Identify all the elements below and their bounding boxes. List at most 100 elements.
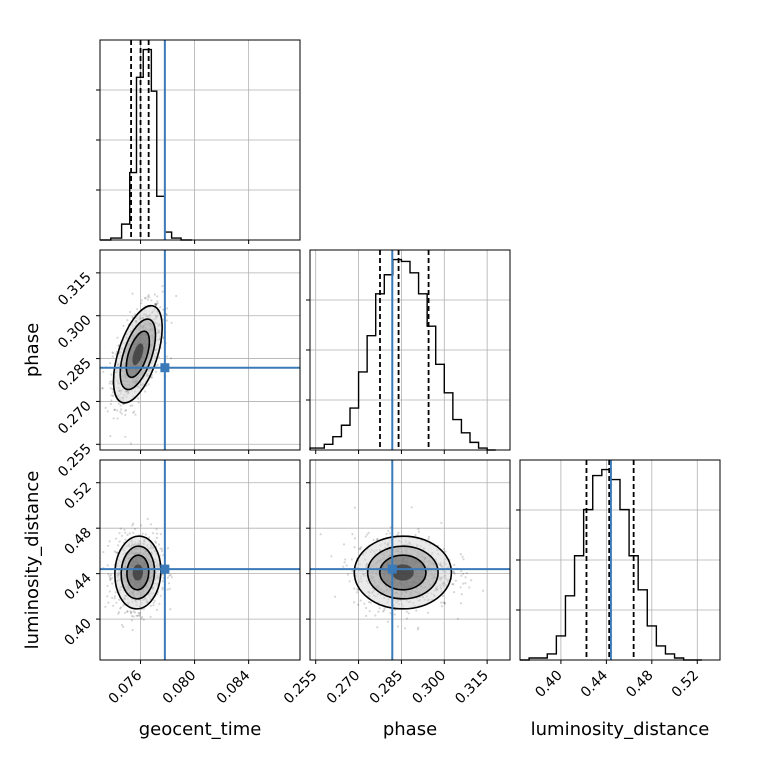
sample-point — [353, 587, 356, 590]
sample-point — [155, 528, 158, 531]
sample-point — [133, 410, 136, 413]
sample-point — [131, 404, 134, 407]
sample-point — [117, 544, 120, 547]
sample-point — [440, 521, 443, 525]
sample-point — [345, 564, 348, 567]
truth-marker — [160, 363, 170, 373]
truth-marker — [160, 564, 170, 574]
y-tick-label: 0.44 — [61, 570, 94, 603]
sample-point — [468, 586, 471, 589]
sample-point — [108, 382, 111, 385]
sample-point — [134, 413, 137, 416]
sample-point — [136, 308, 139, 311]
sample-point — [342, 565, 345, 568]
x-tick-label: 0.076 — [106, 667, 146, 707]
sample-point — [149, 523, 153, 526]
sample-point — [165, 319, 168, 322]
sample-point — [110, 576, 114, 580]
sample-point — [166, 576, 169, 579]
sample-point — [112, 352, 115, 355]
sample-point — [123, 528, 126, 531]
sample-point — [443, 602, 446, 605]
sample-point — [386, 620, 390, 623]
sample-point — [405, 610, 408, 613]
x-axis-label-phase: phase — [383, 719, 437, 740]
sample-point — [106, 584, 109, 588]
sample-point — [167, 582, 171, 585]
sample-point — [124, 409, 127, 412]
sample-point — [465, 572, 468, 575]
sample-point — [397, 531, 400, 535]
sample-point — [108, 590, 111, 593]
sample-point — [108, 540, 111, 543]
sample-point — [153, 293, 156, 296]
sample-point — [109, 579, 112, 582]
x-axis-label-luminosity-distance: luminosity_distance — [531, 719, 710, 740]
sample-point — [106, 595, 109, 598]
sample-point — [319, 533, 322, 536]
sample-point — [109, 387, 112, 390]
sample-point — [154, 370, 157, 373]
sample-point — [107, 573, 110, 576]
sample-point — [462, 582, 465, 585]
sample-point — [140, 299, 143, 302]
sample-point — [154, 303, 157, 306]
sample-point — [111, 582, 114, 585]
sample-point — [114, 537, 118, 540]
sample-point — [154, 540, 157, 543]
sample-point — [376, 626, 379, 629]
sample-point — [104, 406, 107, 409]
sample-point — [464, 582, 467, 585]
sample-point — [383, 609, 386, 612]
sample-point — [453, 563, 456, 567]
sample-point — [152, 532, 155, 535]
panel-geocent_time-vs-phase — [99, 249, 301, 451]
sample-point — [111, 355, 114, 358]
sample-point — [121, 623, 124, 627]
sample-point — [101, 387, 104, 390]
sample-point — [356, 588, 359, 591]
sample-point — [142, 607, 145, 611]
y-tick-label: 0.40 — [61, 616, 94, 649]
sample-point — [175, 294, 178, 298]
sample-point — [113, 550, 116, 553]
panel-phase-vs-phase — [306, 249, 511, 451]
sample-point — [120, 534, 124, 538]
sample-point — [140, 617, 143, 620]
sample-point — [376, 537, 379, 541]
sample-point — [410, 506, 413, 509]
sample-point — [165, 313, 168, 316]
sample-point — [356, 591, 359, 594]
sample-point — [111, 388, 114, 391]
sample-point — [146, 298, 150, 301]
sample-point — [353, 506, 356, 509]
sample-point — [454, 579, 457, 582]
sample-point — [120, 412, 123, 415]
sample-point — [135, 614, 138, 617]
sample-point — [131, 292, 134, 295]
sample-point — [166, 588, 169, 591]
sample-point — [140, 524, 143, 527]
sample-point — [148, 536, 151, 539]
sample-point — [129, 442, 132, 445]
sample-point — [119, 410, 122, 413]
sample-point — [112, 604, 115, 607]
sample-point — [142, 618, 145, 621]
sample-point — [452, 570, 455, 573]
sample-point — [132, 522, 135, 525]
sample-point — [343, 561, 346, 564]
sample-point — [159, 547, 162, 550]
sample-point — [452, 583, 455, 586]
sample-point — [372, 538, 375, 542]
panel-frame — [99, 249, 301, 451]
sample-point — [169, 573, 172, 577]
sample-point — [108, 362, 112, 365]
sample-point — [110, 399, 113, 402]
contour-level — [132, 343, 144, 366]
sample-point — [110, 394, 113, 397]
sample-point — [144, 296, 147, 300]
panel-phase-vs-luminosity_distance — [309, 459, 511, 661]
sample-point — [161, 290, 164, 293]
sample-point — [126, 610, 129, 613]
